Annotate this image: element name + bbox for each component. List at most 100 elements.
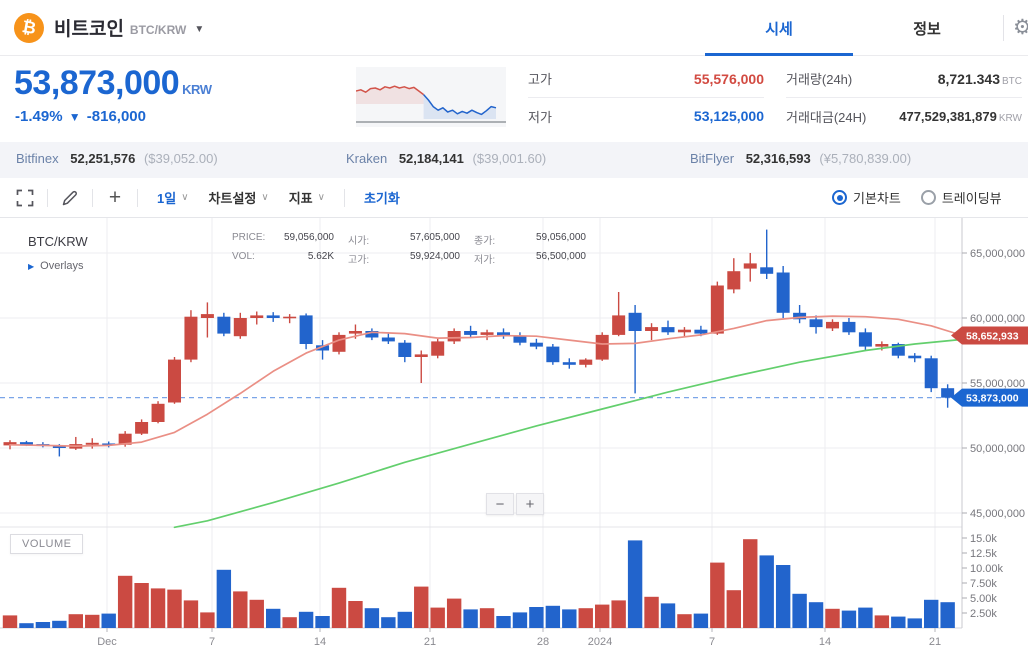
overlays-toggle[interactable]: ▶ Overlays	[28, 260, 84, 272]
svg-text:7: 7	[209, 636, 215, 648]
stat-label: 거래대금(24H)	[786, 109, 867, 125]
header: ₿ 비트코인 BTC/KRW ▼ 시세 정보 ⚙	[0, 0, 1028, 56]
chart-settings-dropdown[interactable]: 차트설정 ∨	[208, 191, 269, 206]
price-value: 53,873,000	[14, 64, 180, 102]
info-vol: VOL: 5.62K	[232, 251, 334, 262]
svg-text:58,652,933: 58,652,933	[966, 331, 1019, 343]
svg-text:28: 28	[537, 636, 549, 648]
zoom-out-button[interactable]: −	[486, 493, 514, 515]
radio-basic-chart[interactable]: 기본차트	[832, 188, 901, 207]
radio-tradingview[interactable]: 트레이딩뷰	[920, 188, 1002, 207]
zoom-controls: − +	[486, 493, 544, 515]
exchange-name: Bitfinex	[16, 151, 59, 166]
down-arrow-icon: ▼	[68, 110, 81, 124]
price-currency: KRW	[182, 82, 212, 97]
stats-col-volume: 거래량(24h) 8,721.343 BTC 거래대금(24H) 477,529,…	[786, 60, 1022, 134]
interval-dropdown[interactable]: 1일 ∨	[157, 191, 189, 206]
toolbar-separator	[343, 188, 345, 207]
stat-turnover: 거래대금(24H) 477,529,381,879 KRW	[786, 97, 1022, 134]
svg-text:21: 21	[424, 636, 436, 648]
fullscreen-icon[interactable]	[12, 185, 38, 211]
price-change: -1.49% ▼ -816,000	[15, 108, 146, 125]
svg-text:14: 14	[314, 636, 326, 648]
tab-info[interactable]: 정보	[913, 20, 941, 38]
stat-value: 8,721.343 BTC	[937, 70, 1022, 87]
svg-text:65,000,000: 65,000,000	[970, 248, 1025, 260]
radio-unselected-icon[interactable]	[920, 190, 936, 205]
svg-text:21: 21	[929, 636, 941, 648]
tab-price[interactable]: 시세	[705, 0, 853, 56]
reset-button[interactable]: 초기화	[363, 191, 400, 206]
stats-col-price: 고가 55,576,000 저가 53,125,000	[528, 60, 764, 134]
exchange-name: BitFlyer	[690, 151, 735, 166]
chart-toolbar: + 1일 ∨ 차트설정 ∨ 지표 ∨ 초기화 기본차트 트레이딩뷰	[0, 178, 1028, 218]
price-panel: 53,873,000 KRW -1.49% ▼ -816,000 고가 55,57…	[0, 56, 1028, 142]
toolbar-separator	[47, 188, 48, 207]
add-chart-icon[interactable]: +	[108, 185, 122, 209]
exchange-bitfinex: Bitfinex 52,251,576 ($39,052.00)	[16, 151, 218, 166]
stat-unit: KRW	[998, 112, 1022, 124]
exchange-price: 52,251,576	[70, 151, 136, 166]
stats-grid: 고가 55,576,000 저가 53,125,000 거래량(24h) 8,7…	[528, 60, 1022, 134]
exchange-price: 52,184,141	[398, 151, 464, 166]
stat-value: 55,576,000	[693, 70, 764, 87]
chevron-down-icon: ∨	[261, 192, 269, 203]
info-low: 저가: 56,500,000	[474, 251, 586, 266]
stat-high: 고가 55,576,000	[528, 60, 764, 97]
exchange-kraken: Kraken 52,184,141 ($39,001.60)	[346, 151, 546, 166]
toolbar-separator	[92, 188, 93, 207]
svg-text:Dec: Dec	[97, 636, 117, 648]
exchange-price: 52,316,593	[745, 151, 811, 166]
svg-text:2024: 2024	[588, 636, 612, 648]
exchange-price-usd: ($39,052.00)	[143, 151, 218, 166]
volume-pane-label: VOLUME	[10, 534, 84, 554]
exchange-comparison-bar: Bitfinex 52,251,576 ($39,052.00) Kraken …	[0, 142, 1028, 178]
chart-canvas[interactable]: 65,000,000 60,000,000 55,000,000 50,000,000…	[0, 218, 1028, 652]
draw-pencil-icon[interactable]	[57, 185, 83, 211]
exchange-price-usd: ($39,001.60)	[472, 151, 547, 166]
info-close: 종가: 59,056,000	[474, 232, 586, 247]
svg-text:7: 7	[709, 636, 715, 648]
svg-text:7.50k: 7.50k	[970, 578, 997, 590]
svg-text:55,000,000: 55,000,000	[970, 378, 1025, 390]
info-high: 고가: 59,924,000	[348, 251, 460, 266]
chevron-down-icon: ∨	[181, 192, 189, 203]
stat-low: 저가 53,125,000	[528, 97, 764, 134]
chevron-down-icon: ∨	[317, 192, 325, 203]
pair-code: BTC/KRW	[129, 22, 187, 37]
exchange-name: Kraken	[346, 151, 388, 166]
svg-text:10.00k: 10.00k	[970, 563, 1004, 575]
stat-value: 477,529,381,879 KRW	[899, 108, 1022, 124]
ohlc-info-box: PRICE: 59,056,000 시가: 57,605,000 종가: 59,056…	[232, 232, 586, 266]
chart-type-radios: 기본차트 트레이딩뷰	[832, 188, 1022, 207]
indicators-dropdown[interactable]: 지표 ∨	[288, 191, 325, 206]
svg-text:15.0k: 15.0k	[970, 533, 997, 545]
svg-text:50,000,000: 50,000,000	[970, 443, 1025, 455]
svg-text:5.00k: 5.00k	[970, 593, 997, 605]
zoom-in-button[interactable]: +	[516, 493, 544, 515]
gear-icon[interactable]: ⚙	[1013, 16, 1028, 39]
info-open: 시가: 57,605,000	[348, 232, 460, 247]
current-price: 53,873,000 KRW	[14, 64, 212, 103]
svg-text:53,873,000: 53,873,000	[966, 393, 1019, 405]
svg-text:2.50k: 2.50k	[970, 608, 997, 620]
stat-unit: BTC	[1002, 75, 1022, 87]
stat-label: 저가	[528, 109, 552, 125]
svg-text:12.5k: 12.5k	[970, 548, 997, 560]
info-price: PRICE: 59,056,000	[232, 232, 334, 243]
radio-selected-icon[interactable]	[832, 190, 847, 205]
change-value: -816,000	[86, 108, 146, 125]
svg-text:60,000,000: 60,000,000	[970, 313, 1025, 325]
coin-name: 비트코인	[54, 19, 124, 40]
coin-selector-caret-icon[interactable]: ▼	[194, 23, 205, 35]
header-divider	[1003, 15, 1004, 41]
stat-label: 거래량(24h)	[786, 72, 853, 87]
candlestick-chart-area[interactable]: 65,000,000 60,000,000 55,000,000 50,000,000…	[0, 218, 1028, 652]
triangle-right-icon: ▶	[28, 261, 35, 271]
bitcoin-logo-icon: ₿	[11, 10, 47, 45]
svg-text:45,000,000: 45,000,000	[970, 508, 1025, 520]
stat-label: 고가	[528, 72, 552, 87]
sparkline-chart	[355, 67, 506, 127]
exchange-bitflyer: BitFlyer 52,316,593 (¥5,780,839.00)	[690, 151, 911, 166]
